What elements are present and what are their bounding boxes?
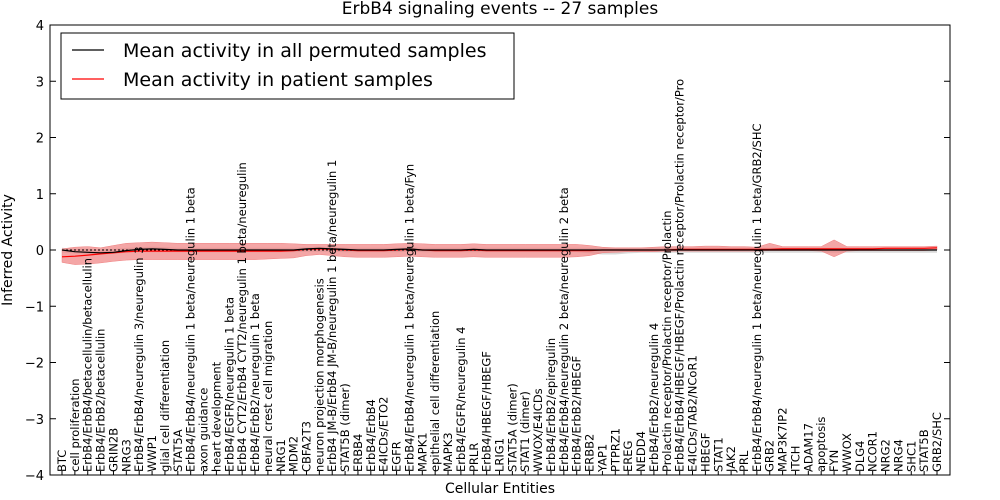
y-tick-label: 2: [36, 132, 44, 147]
y-tick-label: −1: [25, 300, 44, 315]
x-category-label: STAT1 (dimer): [518, 391, 532, 472]
x-category-label: neuron projection morphogenesis: [312, 278, 326, 472]
x-category-label: glial cell differentiation: [158, 340, 172, 472]
x-category-label: ErbB4/ErbB2/neuregulin 1 beta: [248, 293, 262, 472]
x-category-label: ErbB4/ErbB4/HBEGF/HBEGF/Prolactin recept…: [673, 79, 687, 472]
x-category-label: DLG4: [853, 441, 867, 473]
x-category-label: PRLR: [467, 443, 481, 472]
x-category-label: SHC1: [904, 441, 918, 472]
x-category-label: ErbB4/EGFR/neuregulin 1 beta: [222, 297, 236, 472]
x-category-label: GRIN2B: [107, 428, 121, 472]
x-category-label: apoptosis: [814, 417, 828, 472]
x-category-label: neural crest cell migration: [261, 321, 275, 472]
x-category-label: ErbB4/ErbB4/betacellulin/betacellulin: [81, 258, 95, 472]
x-category-label: ErbB4/ErbB2/epiregulin: [544, 338, 558, 472]
x-category-label: FYN: [827, 450, 841, 472]
x-category-label: Prolactin receptor/Prolactin receptor/Pr…: [660, 210, 674, 472]
legend: Mean activity in all permuted samples Me…: [60, 32, 515, 100]
legend-label-patient: Mean activity in patient samples: [123, 69, 433, 91]
x-category-label: ErbB4/ErbB4/neuregulin 1 beta/neuregulin…: [184, 187, 198, 472]
y-axis-ticks: −4 −3 −2 −1 0 1 2 3 4: [25, 19, 950, 484]
x-category-label: NCOR1: [866, 431, 880, 472]
x-category-label: STAT5A (dimer): [505, 383, 519, 472]
x-category-label: NEDD4: [634, 431, 648, 472]
x-category-label: ErbB4/ErbB4/neuregulin 2 beta/neuregulin…: [557, 187, 571, 472]
x-category-label: ErbB4/ErbB4/neuregulin 1 beta/neuregulin…: [402, 164, 416, 472]
x-category-label: STAT5B (dimer): [338, 383, 352, 472]
x-category-label: ErbB4 CYT2/ErbB4 CYT2/neuregulin 1 beta/…: [235, 162, 249, 472]
x-category-label: MAP3K7IP2: [776, 407, 790, 472]
x-category-label: ERBB4: [351, 434, 365, 472]
x-category-label: STAT1: [711, 437, 725, 472]
x-category-label: heart development: [209, 361, 223, 472]
legend-label-permuted: Mean activity in all permuted samples: [123, 40, 486, 62]
y-tick-label: 1: [36, 188, 44, 203]
y-tick-label: −4: [25, 469, 44, 484]
x-category-label: ErbB4/EGFR/neuregulin 4: [454, 327, 468, 472]
legend-box: [60, 32, 515, 100]
x-category-label: NRG4: [891, 439, 905, 472]
y-axis-label: Inferred Activity: [0, 194, 16, 306]
x-category-label: ADAM17: [801, 423, 815, 472]
x-category-label: ErbB4/ErbB4/neuregulin 1 beta/neuregulin…: [750, 123, 764, 472]
x-category-label: ITCH: [789, 446, 803, 472]
x-category-label: ErbB4/ErbB2/betacellulin: [94, 329, 108, 472]
x-category-label: MAPK1: [415, 432, 429, 472]
x-category-label: ErbB4/HBEGF/HBEGF: [480, 351, 494, 472]
plot-frame: [49, 24, 951, 476]
x-category-label: E4ICDs/ETO2: [377, 397, 391, 472]
x-category-label: cell proliferation: [68, 378, 82, 472]
y-tick-label: 0: [36, 244, 44, 259]
x-category-label: MAPK3: [441, 432, 455, 472]
x-category-label: BTC: [55, 450, 69, 472]
x-category-label: E4ICDs/TAB2/NCoR1: [686, 355, 700, 472]
x-category-label: JAK2: [724, 446, 738, 473]
x-category-label: EREG: [621, 441, 635, 472]
y-tick-label: 3: [36, 75, 44, 90]
x-category-label: epithelial cell differentiation: [428, 311, 442, 472]
x-category-label: MDM2: [287, 436, 301, 472]
x-category-label: YAP1: [595, 444, 609, 473]
x-category-label: ERBB2: [583, 434, 597, 472]
chart-title: ErbB4 signaling events -- 27 samples: [342, 0, 659, 19]
y-tick-label: −2: [25, 357, 44, 372]
y-tick-label: −3: [25, 413, 44, 428]
x-category-label: ErbB4/ErbB4/neuregulin 3/neuregulin 3: [132, 246, 146, 472]
x-category-label: axon guidance: [197, 388, 211, 472]
x-category-label: NRG2: [879, 439, 893, 472]
y-tick-label: 4: [36, 19, 44, 34]
x-category-label: GRB2: [763, 440, 777, 472]
x-category-label: HBEGF: [698, 433, 712, 472]
x-category-label: STAT5A: [171, 429, 185, 472]
x-category-label: LRIG1: [493, 438, 507, 472]
x-category-label: PRL: [737, 450, 751, 472]
x-category-label: WWOX/E4ICDs: [531, 388, 545, 472]
x-category-label: NRG1: [274, 439, 288, 472]
x-category-label: ErbB4/ErbB4: [364, 399, 378, 472]
x-category-label: GRB2/SHC: [930, 412, 944, 472]
x-category-label: WWOX: [840, 433, 854, 472]
x-category-label: WWP1: [145, 435, 159, 472]
x-category-label: EGFR: [390, 441, 404, 472]
x-category-label: PTPRZ1: [608, 428, 622, 472]
x-category-label: ErbB4 JM-B/ErbB4 JM-B/neuregulin 1 beta/…: [325, 160, 339, 472]
x-category-label: STAT5B: [917, 429, 931, 472]
x-axis-label: Cellular Entities: [445, 481, 555, 497]
x-category-label: ErbB4/ErbB2/neuregulin 4: [647, 323, 661, 472]
x-category-label: NRG3: [119, 439, 133, 472]
x-category-label: ErbB4/ErbB2/HBEGF: [570, 356, 584, 472]
x-category-label: CBFA2T3: [300, 421, 314, 472]
